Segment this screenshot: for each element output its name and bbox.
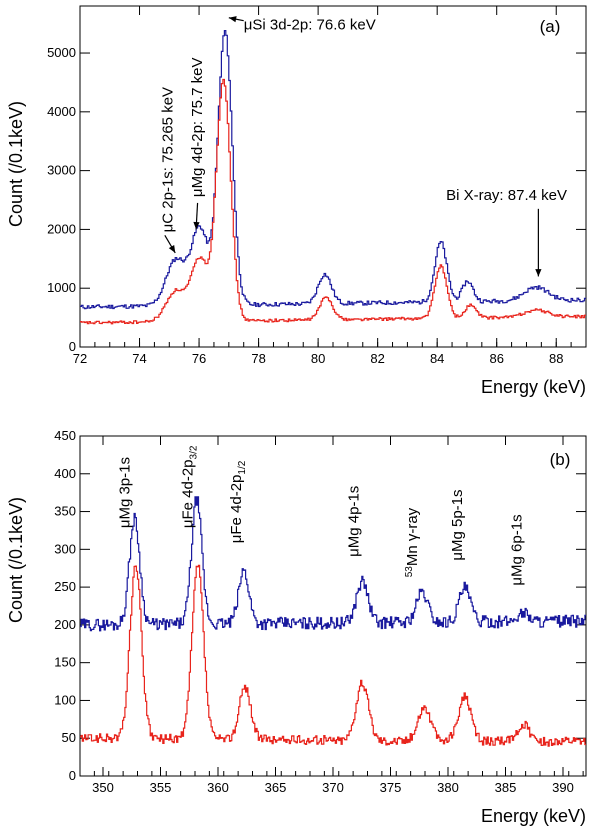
peak-annotation: μMg 3p-1s [116,457,133,528]
y-axis-label-a: Count (/0.1keV) [6,101,26,227]
superscript: 53 [404,566,415,578]
y-tick-label: 350 [54,504,76,519]
peak-annotation: μFe 4d-2p1/2 [228,460,248,543]
x-tick-label: 76 [192,351,206,366]
x-tick-label: 80 [311,351,325,366]
panel-label-b: (b) [550,450,571,469]
panel-label-a: (a) [540,17,561,36]
x-tick-label: 390 [552,780,574,795]
y-tick-label: 250 [54,579,76,594]
peak-annotation: μFe 4d-2p3/2 [180,445,200,528]
x-tick-label: 355 [150,780,172,795]
x-tick-label: 72 [73,351,87,366]
panel-b: 350 355 360 365 370 375 380 385 390 0 50 100 150 200 2… [6,428,587,826]
peak-annotation: 53Mn γ-ray [404,507,421,577]
y-tick-label: 4000 [47,104,76,119]
axis-ticks-a: 72 74 76 78 80 82 84 86 88 0 1000 2000 3000 4000 5000 [47,6,587,366]
spectrum-series-line [80,496,586,632]
x-tick-label: 360 [207,780,229,795]
axis-ticks-b: 350 355 360 365 370 375 380 385 390 0 50 100 150 200 2… [54,428,586,795]
x-axis-label-b: Energy (keV) [481,806,586,826]
x-tick-label: 84 [430,351,444,366]
y-tick-label: 0 [69,339,76,354]
x-tick-label: 350 [92,780,114,795]
x-tick-label: 82 [370,351,384,366]
peak-annotation: μC 2p-1s: 75.265 keV [159,87,176,232]
series-group-b [80,496,586,747]
y-tick-label: 150 [54,655,76,670]
x-tick-label: 78 [251,351,265,366]
panel-a: 72 74 76 78 80 82 84 86 88010002000300040005000 … [6,5,587,397]
peak-annotation: μMg 4d-2p: 75.7 keV [189,58,206,198]
peak-annotation: μSi 3d-2p: 76.6 keV [244,17,376,34]
y-tick-label: 50 [62,730,76,745]
x-tick-label: 86 [489,351,503,366]
annotation-text: μFe 4d-2p [228,475,245,544]
spectrum-series-line [80,564,586,747]
peak-annotation: μMg 5p-1s [449,489,466,560]
y-tick-label: 0 [69,768,76,783]
spectrum-series-line [80,78,586,325]
x-axis-label-a: Energy (keV) [481,377,586,397]
y-tick-label: 3000 [47,163,76,178]
annotation-text: Mn γ-ray [404,507,421,566]
x-tick-label: 380 [437,780,459,795]
arrow-head [228,16,237,23]
x-tick-label: 370 [322,780,344,795]
y-tick-label: 5000 [47,45,76,60]
y-tick-label: 450 [54,428,76,443]
y-tick-label: 200 [54,617,76,632]
annotation-text: μFe 4d-2p [180,459,197,528]
x-tick-label: 74 [132,351,146,366]
y-tick-label: 300 [54,541,76,556]
peak-annotation: μMg 6p-1s [509,514,526,585]
annotations-a: μSi 3d-2p: 76.6 keV μMg 4d-2p: 75.7 keV μC… [159,16,567,277]
x-tick-label: 375 [380,780,402,795]
x-tick-label: 365 [265,780,287,795]
subscript: 3/2 [189,445,200,459]
x-tick-label: 88 [549,351,563,366]
arrow-head [535,269,542,277]
peak-annotation: Bi X-ray: 87.4 keV [446,187,567,204]
y-tick-label: 2000 [47,221,76,236]
subscript: 1/2 [237,460,248,474]
arrow-head [168,245,176,253]
plot-frame-a [79,5,587,348]
y-tick-label: 400 [54,466,76,481]
y-tick-label: 100 [54,692,76,707]
spectrum-series-line [80,30,586,310]
peak-annotation: μMg 4p-1s [345,486,362,557]
y-tick-label: 1000 [47,280,76,295]
plot-frame-b [79,435,587,777]
y-axis-label-b: Count (/0.1keV) [6,497,26,623]
x-tick-label: 385 [495,780,517,795]
arrow-head [193,221,200,230]
series-group-a [80,30,586,325]
